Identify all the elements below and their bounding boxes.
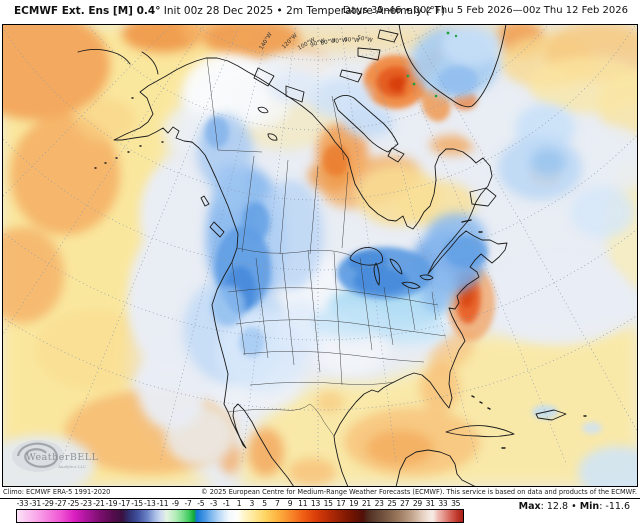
header: ECMWF Ext. Ens [M] 0.4° Init 00z 28 Dec … bbox=[0, 0, 640, 24]
colorbar-tick-label: -25 bbox=[67, 499, 80, 508]
island-dots bbox=[94, 97, 587, 449]
colorbar-tick-label: 3 bbox=[249, 499, 255, 508]
colorbar-tick-label: 15 bbox=[323, 499, 333, 508]
cold-core-blobs bbox=[205, 66, 602, 434]
colorbar-tick-label: -17 bbox=[118, 499, 131, 508]
max-label: Max bbox=[518, 501, 541, 512]
colorbar-tick-label: -11 bbox=[156, 499, 169, 508]
graticule-label: 70°W bbox=[332, 38, 348, 45]
colorbar-tick-label: 35 bbox=[451, 499, 461, 508]
weatherbell-watermark: WeatherBELL Analytics LLC bbox=[12, 440, 99, 472]
watermark-subtitle: Analytics LLC bbox=[57, 464, 86, 469]
colorbar-tick-label: 11 bbox=[298, 499, 308, 508]
max-min-stats: Max: 12.8 • Min: -11.6 bbox=[519, 501, 630, 512]
colorbar-tick-label: 27 bbox=[400, 499, 410, 508]
map-canvas: 140°W 120°W 100°W 90°W 80°W 70°W 60°W 50… bbox=[0, 24, 640, 487]
colorbar-tick-label: -21 bbox=[93, 499, 105, 508]
graticule-label: 80°W bbox=[320, 38, 337, 47]
colorbar-tick-label: -33 bbox=[16, 499, 29, 508]
graticule-label: 50°W bbox=[357, 35, 374, 44]
colorbar-tick-label: -29 bbox=[42, 499, 54, 508]
colorbar-tick-label: 1 bbox=[236, 499, 242, 508]
min-value: : -11.6 bbox=[599, 501, 630, 512]
colorbar-tick-label: 31 bbox=[425, 499, 435, 508]
climo-note: Climo: ECMWF ERA-5 1991-2020 bbox=[3, 488, 111, 496]
map-layers: 140°W 120°W 100°W 90°W 80°W 70°W 60°W 50… bbox=[3, 25, 637, 486]
min-label: Min bbox=[579, 501, 600, 512]
colorbar-tick-label: -23 bbox=[80, 499, 92, 508]
graticule-label: 60°W bbox=[344, 37, 360, 44]
attribution-row: Climo: ECMWF ERA-5 1991-2020 © 2025 Euro… bbox=[0, 487, 640, 499]
watermark-brand: WeatherBELL bbox=[26, 452, 99, 463]
colorbar-tick-label: 23 bbox=[374, 499, 384, 508]
colorbar-tick-label: 19 bbox=[349, 499, 359, 508]
colorbar-row: -33 -31 -29 -27 -25 -23 -21 -19 -17 -15 -13 -11 -9 -7… bbox=[0, 499, 640, 525]
political-borders bbox=[206, 57, 447, 437]
colorbar-tick-label: 7 bbox=[274, 499, 280, 508]
colorbar-tick-label: -27 bbox=[54, 499, 67, 508]
colorbar-tick-labels: -33 -31 -29 -27 -25 -23 -21 -19 -17 -15 -13 -11 -9 -7… bbox=[0, 499, 640, 508]
valid-range: Days 39–46 • 00z Thu 5 Feb 2026—00z Thu … bbox=[342, 5, 628, 16]
copyright-note: © 2025 European Centre for Medium-Range … bbox=[201, 488, 637, 496]
colorbar-tick-label: -19 bbox=[105, 499, 118, 508]
map-border bbox=[2, 24, 638, 487]
colorbar-tick-label: 5 bbox=[262, 499, 267, 508]
colorbar-tick-label: 33 bbox=[438, 499, 448, 508]
colorbar-tick-label: -1 bbox=[222, 499, 230, 508]
colorbar-tick-label: -15 bbox=[131, 499, 143, 508]
colorbar-tick-label: 9 bbox=[287, 499, 293, 508]
colorbar-tick-label: -7 bbox=[184, 499, 192, 508]
colorbar-tick-label: 29 bbox=[412, 499, 422, 508]
cold-anomaly-blobs bbox=[183, 25, 637, 486]
graticule bbox=[3, 25, 637, 464]
colorbar-tick-label: 13 bbox=[310, 499, 320, 508]
coastlines bbox=[77, 25, 567, 486]
model-name: ECMWF Ext. Ens [M] 0.4° bbox=[14, 5, 161, 17]
graticule-label: 90°W bbox=[310, 38, 327, 49]
colorbar-tick-label: -3 bbox=[210, 499, 217, 508]
anomaly-map: 140°W 120°W 100°W 90°W 80°W 70°W 60°W 50… bbox=[2, 24, 638, 487]
max-value: : 12.8 bbox=[540, 501, 569, 512]
colorbar-tick-label: 25 bbox=[387, 499, 397, 508]
colorbar-tick-label: -31 bbox=[29, 499, 41, 508]
colorbar-tick-label: 17 bbox=[336, 499, 346, 508]
hurricane-swirl-icon bbox=[16, 442, 58, 468]
colorbar-tick-label: -9 bbox=[171, 499, 179, 508]
header-title: ECMWF Ext. Ens [M] 0.4° Init 00z 28 Dec … bbox=[14, 5, 445, 17]
stats-separator: • bbox=[568, 501, 580, 512]
colorbar-tick-label: -5 bbox=[197, 499, 205, 508]
colorbar bbox=[16, 509, 464, 523]
colorbar-tick-label: -13 bbox=[144, 499, 156, 508]
init-and-field: Init 00z 28 Dec 2025 • 2m Temperature An… bbox=[160, 5, 446, 17]
colorbar-tick-label: 21 bbox=[361, 499, 371, 508]
